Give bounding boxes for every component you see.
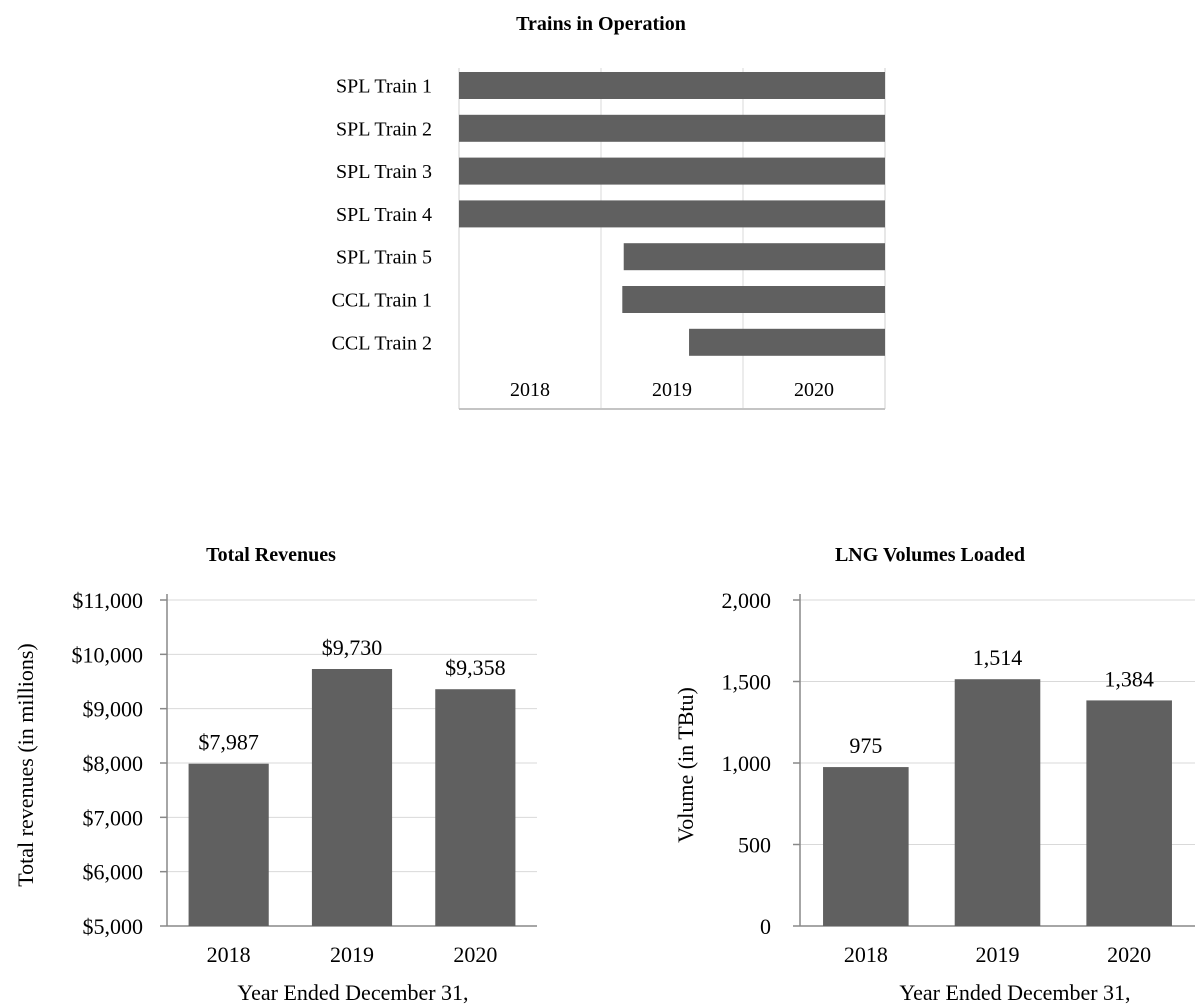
bar-data-label: $9,358 [445,655,506,680]
bar [1086,700,1172,926]
trains-category-label: CCL Train 1 [332,290,432,312]
lng-chart-title: LNG Volumes Loaded [835,544,1025,566]
bar-data-label: $9,730 [322,635,383,660]
x-tick-label: 2019 [330,942,374,967]
y-tick-label: $7,000 [83,805,144,830]
bar-data-label: 975 [849,733,882,758]
y-tick-label: 0 [760,914,771,939]
trains-bar [689,328,885,356]
x-tick-label: 2020 [453,942,497,967]
lng-volumes-chart: LNG Volumes Loaded Volume (in TBtu) Year… [673,544,1195,1005]
y-tick-label: $6,000 [83,860,144,885]
trains-x-tick-label: 2020 [794,379,834,401]
bar [435,689,516,926]
trains-category-label: SPL Train 3 [336,161,432,183]
x-tick-label: 2018 [207,942,251,967]
bar-data-label: 1,384 [1104,666,1154,691]
revenues-chart: Total Revenues Total revenues (in millio… [13,544,537,1005]
revenues-y-axis-title: Total revenues (in millions) [13,643,38,886]
trains-bar [459,114,885,142]
y-tick-label: 1,500 [722,670,772,695]
x-tick-label: 2018 [844,942,888,967]
bar [311,669,393,926]
y-tick-label: $10,000 [72,642,144,667]
revenues-x-axis-title: Year Ended December 31, [237,980,468,1005]
y-tick-label: 2,000 [722,588,772,613]
y-tick-label: $9,000 [83,697,144,722]
lng-x-axis-title: Year Ended December 31, [899,980,1130,1005]
trains-chart: Trains in Operation SPL Train 1 SPL Train… [332,13,886,410]
bar [954,679,1041,926]
trains-category-label: SPL Train 5 [336,247,432,269]
lng-y-axis-title: Volume (in TBtu) [673,687,698,843]
trains-bar [459,157,885,185]
y-tick-label: 1,000 [722,751,772,776]
bar [188,763,269,926]
trains-bar [459,72,885,99]
trains-chart-title: Trains in Operation [516,13,686,35]
trains-bar [623,243,885,271]
y-tick-label: $8,000 [83,751,144,776]
y-tick-label: $11,000 [72,588,143,613]
trains-x-tick-label: 2018 [510,379,550,401]
bar-data-label: 1,514 [973,645,1023,670]
x-tick-label: 2019 [976,942,1020,967]
trains-category-label: SPL Train 1 [336,76,432,98]
trains-bar [459,200,885,228]
y-tick-label: $5,000 [83,914,144,939]
bar-data-label: $7,987 [198,730,259,755]
y-tick-label: 500 [738,833,771,858]
trains-category-label: CCL Train 2 [332,332,432,354]
revenues-chart-title: Total Revenues [206,544,336,566]
x-tick-label: 2020 [1107,942,1151,967]
trains-x-tick-label: 2019 [652,379,692,401]
trains-category-label: SPL Train 2 [336,118,432,140]
bar [823,767,909,926]
trains-category-label: SPL Train 4 [336,204,432,226]
trains-bar [622,286,885,313]
